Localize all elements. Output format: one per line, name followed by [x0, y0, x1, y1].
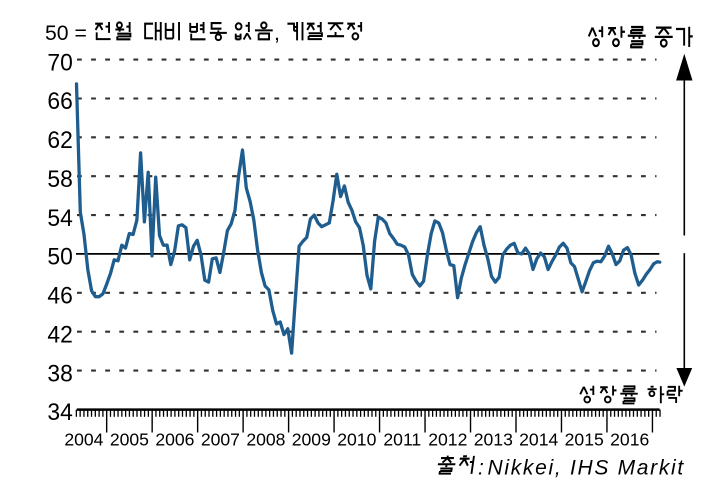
- svg-text:2009: 2009: [292, 430, 331, 450]
- svg-text:Nikkei, IHS Markit: Nikkei, IHS Markit: [488, 457, 685, 480]
- svg-text:2011: 2011: [383, 430, 421, 450]
- svg-text:2016: 2016: [610, 430, 649, 450]
- svg-text:2013: 2013: [474, 430, 513, 450]
- svg-text::: :: [478, 457, 484, 480]
- svg-text:2006: 2006: [155, 430, 194, 450]
- svg-text:2015: 2015: [565, 430, 604, 450]
- svg-text:2012: 2012: [428, 430, 467, 450]
- svg-text:50 =: 50 =: [45, 22, 87, 45]
- svg-text:2010: 2010: [337, 430, 376, 450]
- svg-text:54: 54: [47, 205, 72, 232]
- svg-text:,: ,: [274, 22, 280, 45]
- svg-text:58: 58: [47, 166, 72, 193]
- svg-text:62: 62: [47, 127, 72, 154]
- svg-text:2007: 2007: [201, 430, 240, 450]
- svg-text:2005: 2005: [110, 430, 149, 450]
- svg-text:50: 50: [47, 244, 72, 271]
- svg-text:2014: 2014: [519, 430, 558, 450]
- svg-text:34: 34: [47, 399, 72, 426]
- svg-text:46: 46: [47, 283, 72, 310]
- svg-text:2008: 2008: [246, 430, 285, 450]
- svg-text:2004: 2004: [64, 430, 103, 450]
- svg-text:38: 38: [47, 360, 72, 387]
- svg-text:70: 70: [47, 49, 72, 76]
- svg-text:42: 42: [47, 321, 72, 348]
- svg-text:66: 66: [47, 88, 72, 115]
